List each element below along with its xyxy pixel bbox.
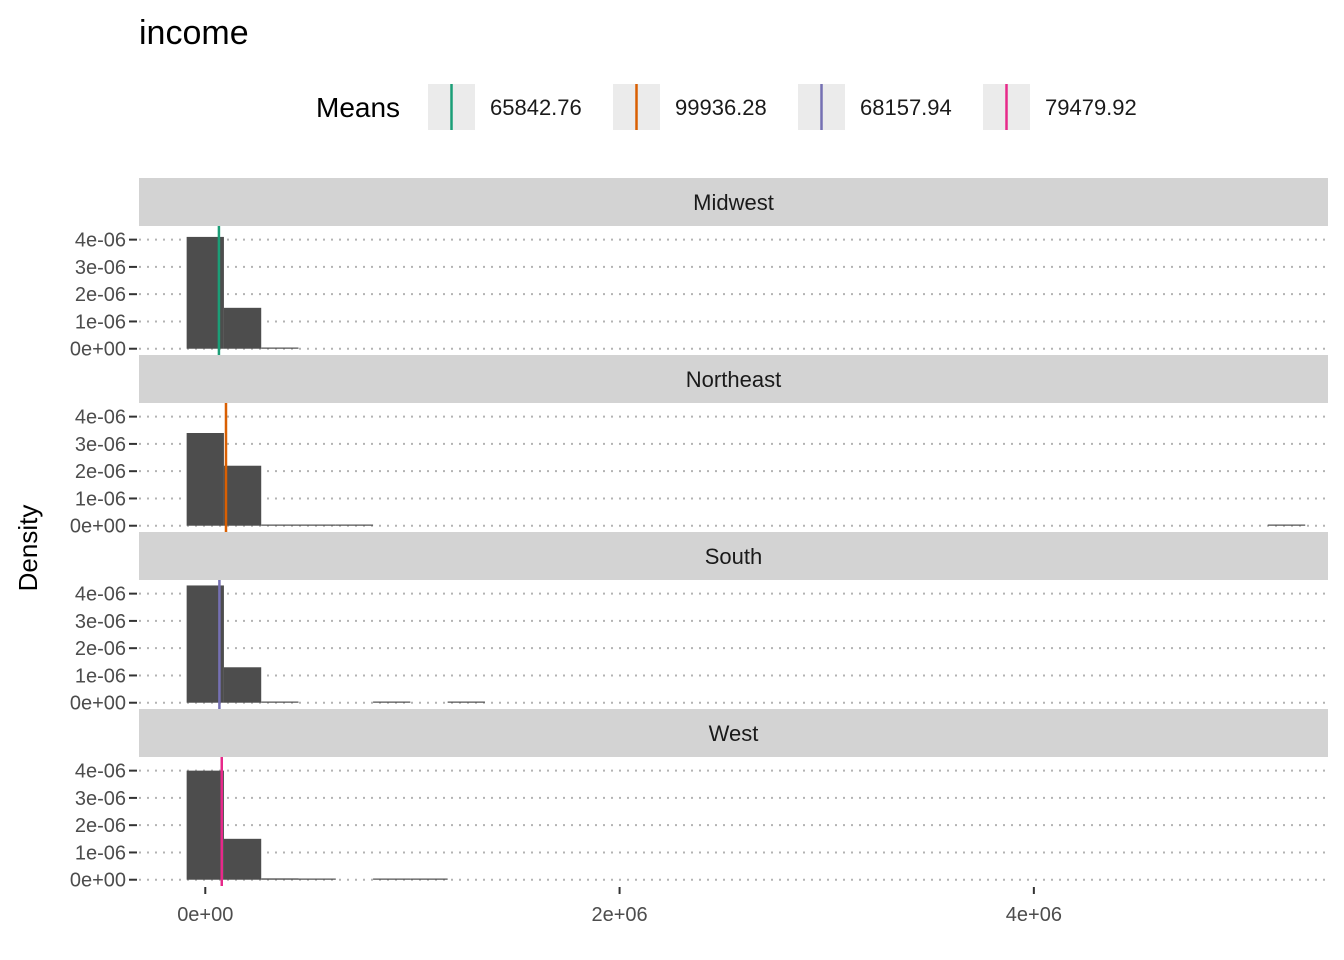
histogram-bar (261, 878, 299, 880)
histogram-bar (373, 701, 411, 703)
y-axis-title: Density (13, 505, 43, 592)
y-tick-label: 3e-06 (75, 611, 126, 633)
histogram-bar (223, 838, 262, 880)
y-tick-label: 2e-06 (75, 638, 126, 660)
y-tick-label: 4e-06 (75, 407, 126, 429)
facet-strip (139, 355, 1328, 403)
y-tick-label: 4e-06 (75, 584, 126, 606)
y-tick-label: 1e-06 (75, 488, 126, 510)
y-tick-label: 3e-06 (75, 788, 126, 810)
facet-strip (139, 709, 1328, 757)
y-tick-label: 0e+00 (70, 339, 126, 361)
histogram-bar (335, 524, 374, 526)
panel-northeast: Northeast 0e+00 1e-06 2e-06 3e-06 4e-06 (70, 355, 1328, 538)
histogram-bar (186, 770, 224, 880)
histogram-bar (298, 524, 336, 526)
x-tick-label: 4e+06 (1006, 904, 1062, 926)
histogram-bar (186, 433, 224, 526)
facet-strip (139, 532, 1328, 580)
y-tick-label: 3e-06 (75, 434, 126, 456)
histogram-bar (447, 701, 485, 703)
legend-label: 65842.76 (490, 95, 582, 120)
y-tick-label: 0e+00 (70, 870, 126, 892)
legend-entry: 68157.94 (798, 84, 952, 130)
histogram-bar (186, 585, 224, 703)
y-tick-label: 1e-06 (75, 311, 126, 333)
histogram-bar (298, 878, 336, 880)
y-tick-label: 0e+00 (70, 516, 126, 538)
histogram-bar (261, 524, 299, 526)
legend-label: 99936.28 (675, 95, 767, 120)
facet-panels: Midwest0e+001e-062e-063e-064e-06Northeas… (70, 178, 1328, 892)
facet-label: Midwest (693, 190, 774, 215)
y-tick-label: 2e-06 (75, 815, 126, 837)
histogram-bar (223, 465, 262, 526)
legend-label: 68157.94 (860, 95, 952, 120)
histogram-bar (223, 307, 262, 349)
y-tick-label: 4e-06 (75, 761, 126, 783)
legend-entry: 65842.76 (428, 84, 582, 130)
facet-label: South (705, 544, 763, 569)
histogram-bar (261, 347, 299, 349)
chart-title: income (139, 14, 249, 52)
y-tick-label: 3e-06 (75, 257, 126, 279)
legend-entry: 99936.28 (613, 84, 767, 130)
facet-label: Northeast (686, 367, 781, 392)
legend-label: 79479.92 (1045, 95, 1137, 120)
facet-label: West (709, 721, 759, 746)
y-tick-label: 2e-06 (75, 284, 126, 306)
y-tick-label: 1e-06 (75, 665, 126, 687)
y-tick-label: 4e-06 (75, 230, 126, 252)
histogram-bar (1267, 524, 1306, 526)
panel-midwest: Midwest 0e+00 1e-06 2e-06 3e-06 4e-06 (70, 178, 1328, 361)
y-tick-label: 0e+00 (70, 693, 126, 715)
histogram-bar (261, 701, 299, 703)
panel-south: South 0e+00 1e-06 2e-06 3e-06 4e-06 (70, 532, 1328, 715)
histogram-bar (223, 667, 262, 703)
y-tick-label: 2e-06 (75, 461, 126, 483)
histogram-bar (410, 878, 448, 880)
x-tick-label: 0e+00 (177, 904, 233, 926)
legend: Means 65842.76 99936.28 68157.94 79479.92 (316, 84, 1137, 130)
legend-title: Means (316, 92, 400, 123)
histogram-bar (373, 878, 411, 880)
facet-strip (139, 178, 1328, 226)
legend-entry: 79479.92 (983, 84, 1137, 130)
y-tick-label: 1e-06 (75, 842, 126, 864)
x-axis: 0e+00 2e+06 4e+06 (177, 887, 1062, 926)
x-tick-label: 2e+06 (591, 904, 647, 926)
panel-west: West 0e+00 1e-06 2e-06 3e-06 4e-06 (70, 709, 1328, 892)
